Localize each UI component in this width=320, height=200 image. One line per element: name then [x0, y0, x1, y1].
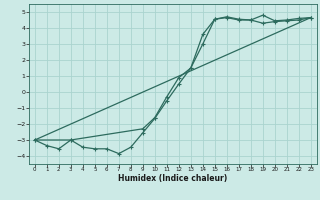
X-axis label: Humidex (Indice chaleur): Humidex (Indice chaleur) — [118, 174, 228, 183]
